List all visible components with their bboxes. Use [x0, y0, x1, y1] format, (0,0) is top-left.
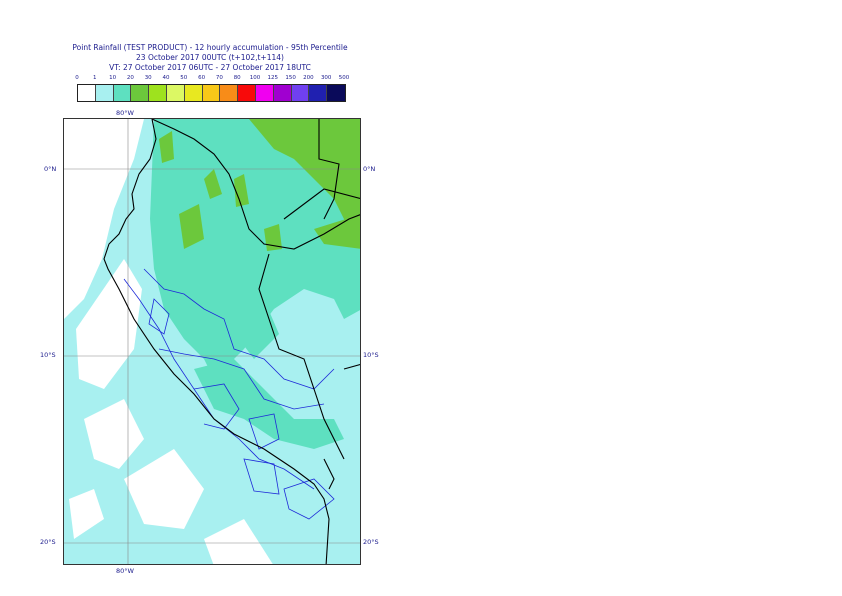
- rainfall-map-svg: [64, 119, 360, 564]
- legend-swatch: [149, 85, 167, 101]
- legend-swatch: [113, 85, 132, 101]
- legend-threshold-label: 1: [93, 75, 97, 81]
- chart-title-line-2: 23 October 2017 00UTC (t+102,t+114): [136, 53, 284, 62]
- legend-threshold-label: 50: [180, 75, 188, 81]
- legend-swatch: [255, 85, 274, 101]
- rain-20-30mm: [159, 119, 360, 251]
- country-borders: [103, 119, 360, 564]
- legend-labels: 0 1 10 20 30 40 50 60 70 80 100 125 150 200 300 500: [0, 75, 842, 85]
- legend-threshold-label: 10: [109, 75, 117, 81]
- legend-threshold-label: 40: [162, 75, 170, 81]
- legend-swatch: [273, 85, 292, 101]
- legend-threshold-label: 100: [249, 75, 261, 81]
- lat-label-10s-left: 10°S: [40, 351, 56, 359]
- legend-swatch: [78, 85, 96, 101]
- legend-swatch: [166, 85, 185, 101]
- legend-threshold-label: 80: [233, 75, 241, 81]
- legend-swatch: [327, 85, 345, 101]
- region-borders: [123, 268, 335, 520]
- lat-label-eq-right: 0°N: [363, 165, 376, 173]
- legend-swatch: [184, 85, 203, 101]
- rain-10-20mm: [150, 119, 360, 449]
- legend-threshold-label: 200: [303, 75, 314, 81]
- chart-title-line-1: Point Rainfall (TEST PRODUCT) - 12 hourl…: [72, 43, 348, 52]
- legend-threshold-label: 150: [285, 75, 296, 81]
- legend-swatch: [202, 85, 221, 101]
- legend-threshold-label: 300: [320, 75, 332, 81]
- legend-threshold-label: 0: [75, 75, 79, 81]
- legend-swatch: [95, 85, 114, 101]
- legend-threshold-label: 60: [198, 75, 206, 81]
- lat-label-20s-right: 20°S: [363, 538, 379, 546]
- lat-label-eq-left: 0°N: [44, 165, 57, 173]
- legend-swatch: [131, 85, 150, 101]
- chart-title-line-3: VT: 27 October 2017 06UTC - 27 October 2…: [109, 63, 311, 72]
- lon-label-top: 80°W: [116, 109, 134, 117]
- legend-threshold-label: 500: [338, 75, 350, 81]
- legend-threshold-label: 20: [126, 75, 134, 81]
- legend-threshold-label: 125: [267, 75, 279, 81]
- legend-color-bar: [77, 84, 346, 102]
- legend-swatch: [291, 85, 310, 101]
- lat-label-10s-right: 10°S: [363, 351, 379, 359]
- rainfall-map: [63, 118, 361, 565]
- legend-threshold-label: 30: [144, 75, 152, 81]
- legend-swatch: [309, 85, 328, 101]
- legend-swatch: [238, 85, 256, 101]
- meridian-gridline: [64, 119, 360, 564]
- legend-threshold-label: 70: [215, 75, 223, 81]
- lat-label-20s-left: 20°S: [40, 538, 56, 546]
- legend-swatch: [220, 85, 239, 101]
- lon-label-bottom: 80°W: [116, 567, 134, 575]
